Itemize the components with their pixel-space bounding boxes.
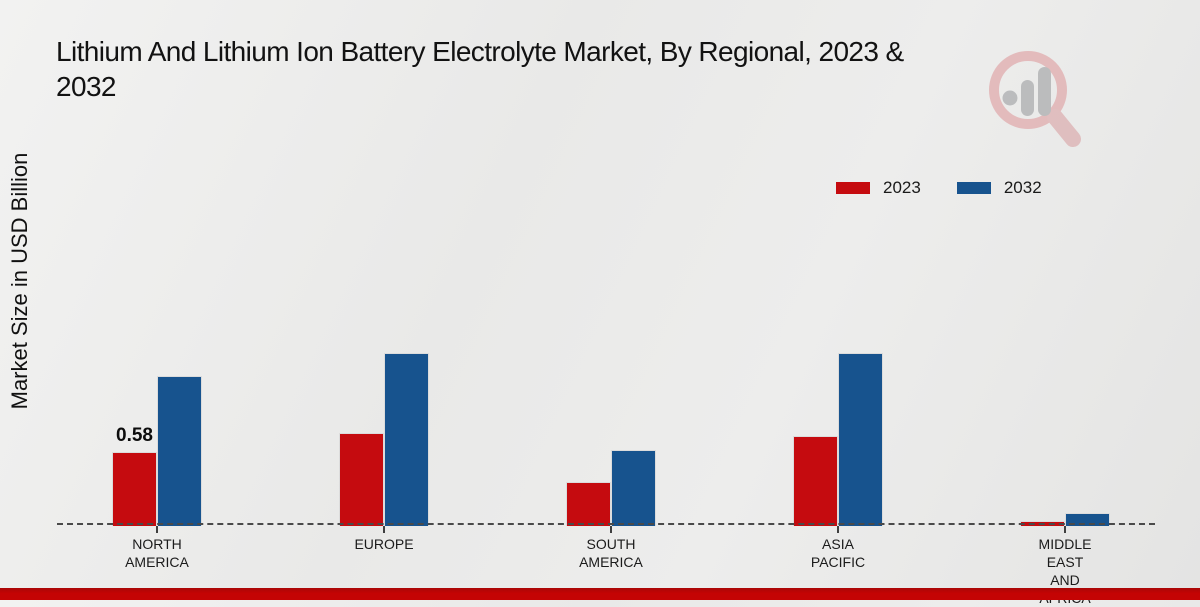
- bar-2032-asia-pacific: [838, 353, 883, 526]
- footer-accent-bar: [0, 588, 1200, 600]
- x-tick-label-south-america: SOUTH AMERICA: [579, 536, 643, 570]
- x-tick-north-america: [156, 526, 158, 533]
- bar-value-label-north-america: 0.58: [116, 425, 153, 446]
- x-tick-south-america: [610, 526, 612, 533]
- legend-item-2032: 2032: [956, 178, 1042, 198]
- legend-item-2023: 2023: [836, 178, 921, 198]
- legend: 2023 2032: [836, 178, 1042, 198]
- x-tick-asia-pacific: [837, 526, 839, 533]
- bar-2032-middle-east-and-africa: [1065, 513, 1110, 526]
- bar-2032-europe: [384, 353, 429, 526]
- market-research-future-logo-watermark: [989, 51, 1081, 147]
- chart-title: Lithium And Lithium Ion Battery Electrol…: [56, 36, 904, 102]
- x-tick-middle-east-and-africa: [1064, 526, 1066, 533]
- bar-2023-europe: [339, 433, 384, 526]
- bar-2032-south-america: [611, 450, 656, 526]
- bar-2023-south-america: [566, 482, 611, 526]
- chart-bar-small-icon: [1021, 80, 1034, 116]
- x-tick-label-asia-pacific: ASIA PACIFIC: [810, 536, 866, 570]
- magnifier-handle-icon: [1047, 109, 1081, 147]
- magnifier-ring-icon: [989, 51, 1067, 129]
- x-axis-baseline: [57, 523, 1155, 525]
- chart-bar-tall-icon: [1038, 67, 1051, 116]
- x-tick-europe: [383, 526, 385, 533]
- chart-dot-icon: [1002, 90, 1018, 106]
- bar-2023-north-america: [112, 452, 157, 526]
- x-tick-label-north-america: NORTH AMERICA: [125, 536, 189, 570]
- bar-2023-asia-pacific: [793, 436, 838, 526]
- legend-swatch-2032: [956, 182, 991, 194]
- bar-2032-north-america: [157, 376, 202, 526]
- legend-swatch-2023: [836, 182, 870, 194]
- legend-label-2032: 2032: [1003, 178, 1042, 197]
- legend-label-2023: 2023: [883, 178, 921, 197]
- x-tick-label-europe: EUROPE: [354, 536, 414, 552]
